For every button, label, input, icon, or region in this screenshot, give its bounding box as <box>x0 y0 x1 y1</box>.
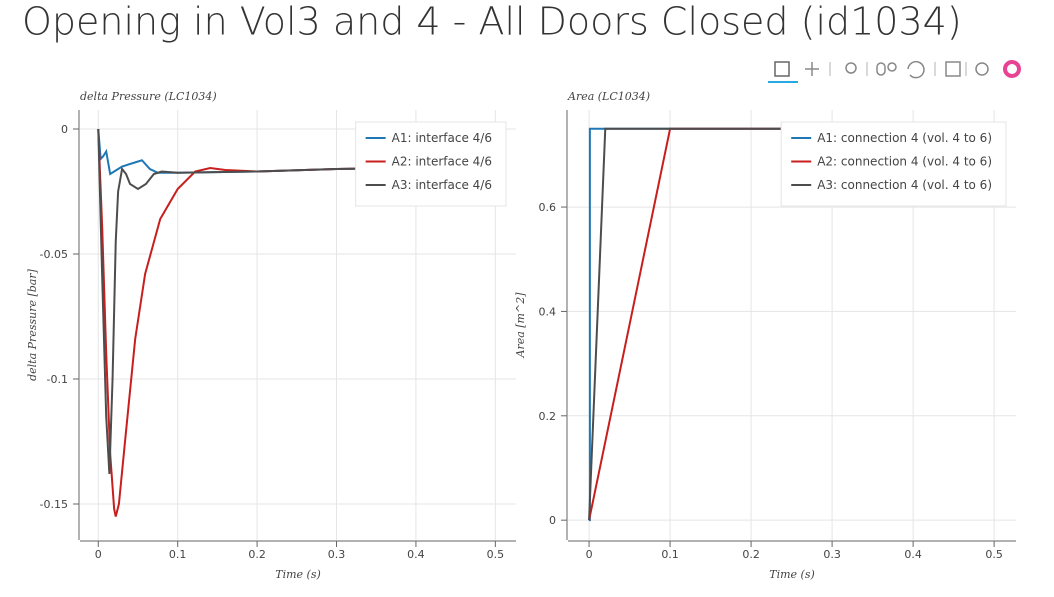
x-tick-label: 0.1 <box>169 548 187 561</box>
y-tick-label: 0.4 <box>539 305 557 318</box>
bokeh-logo[interactable] <box>1003 60 1021 78</box>
wheel-zoom-tool-2[interactable] <box>887 62 897 72</box>
legend: A1: interface 4/6 A2: interface 4/6 A3: in… <box>355 121 507 207</box>
x-tick-label: 0.5 <box>487 548 505 561</box>
x-tick-label: 0 <box>95 548 102 561</box>
wheel-zoom-tool[interactable] <box>876 62 886 76</box>
legend-label: A2: interface 4/6 <box>392 155 492 169</box>
legend-label: A1: connection 4 (vol. 4 to 6) <box>817 131 992 145</box>
series-line <box>97 128 496 475</box>
legend-label: A3: interface 4/6 <box>392 178 492 192</box>
hover-tool[interactable] <box>975 62 989 76</box>
legend-box <box>780 121 1007 207</box>
legend-box <box>355 121 507 207</box>
y-axis-label: Area [m^2] <box>514 292 527 359</box>
x-tick-label: 0.3 <box>823 548 841 561</box>
y-tick-label: 0.2 <box>539 410 557 423</box>
x-tick-label: 0.3 <box>328 548 346 561</box>
plot-title: Area (LC1034) <box>567 90 650 103</box>
x-tick-label: 0.4 <box>904 548 922 561</box>
legend: A1: connection 4 (vol. 4 to 6) A2: connec… <box>780 121 1007 207</box>
y-tick-label: 0 <box>549 514 556 527</box>
page-title: Opening in Vol3 and 4 - All Doors Closed… <box>22 0 962 44</box>
y-tick-label: 0.6 <box>539 201 557 214</box>
x-axis-label: Time (s) <box>275 568 321 581</box>
x-tick-label: 0.1 <box>661 548 679 561</box>
save-tool[interactable] <box>945 61 961 77</box>
x-tick-label: 0.5 <box>985 548 1003 561</box>
y-tick-label: 0 <box>61 123 68 136</box>
y-axis-label: delta Pressure [bar] <box>26 268 39 381</box>
zoom-tool[interactable] <box>845 62 857 74</box>
box-zoom-tool[interactable] <box>774 61 790 77</box>
y-tick-label: -0.05 <box>40 248 68 261</box>
y-tick-label: -0.1 <box>47 373 68 386</box>
legend-label: A3: connection 4 (vol. 4 to 6) <box>817 178 992 192</box>
x-axis-label: Time (s) <box>769 568 815 581</box>
legend-label: A1: interface 4/6 <box>392 131 492 145</box>
y-tick-label: -0.15 <box>40 498 68 511</box>
plot-title: delta Pressure (LC1034) <box>80 90 217 103</box>
legend-label: A2: connection 4 (vol. 4 to 6) <box>817 155 992 169</box>
x-tick-label: 0.2 <box>248 548 266 561</box>
x-tick-label: 0.4 <box>407 548 425 561</box>
reset-tool[interactable] <box>907 60 925 79</box>
x-tick-label: 0.2 <box>742 548 760 561</box>
toolbar <box>768 60 1021 83</box>
pan-tool[interactable] <box>805 62 819 76</box>
x-tick-label: 0 <box>586 548 593 561</box>
